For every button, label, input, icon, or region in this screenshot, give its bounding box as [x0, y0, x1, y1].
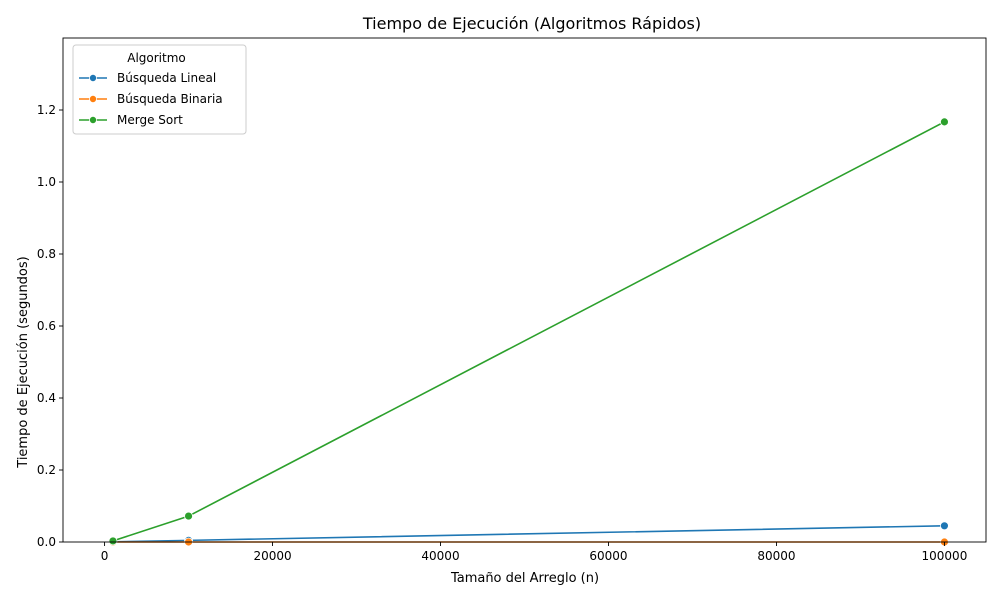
x-tick-label: 20000	[253, 549, 291, 563]
x-tick-label: 0	[101, 549, 109, 563]
y-tick-label: 0.8	[37, 247, 56, 261]
legend-box	[72, 44, 247, 135]
y-tick-label: 0.0	[37, 535, 56, 549]
legend-label: Merge Sort	[117, 113, 183, 127]
axes: 0 20000 40000 60000 80000 100000 0.0 0.2 0.4 0.6 0…	[37, 37, 987, 563]
y-tick-label: 0.6	[37, 319, 56, 333]
data-point	[108, 536, 118, 546]
data-point	[940, 521, 949, 531]
legend-label: Búsqueda Binaria	[117, 92, 223, 106]
x-tick-label: 40000	[421, 549, 459, 563]
data-point	[184, 511, 193, 521]
legend-swatch-marker	[89, 95, 98, 104]
axes-frame	[62, 37, 987, 543]
legend-swatch-marker	[89, 116, 98, 125]
legend-title: Algoritmo	[127, 51, 186, 65]
y-tick-label: 1.0	[37, 175, 56, 189]
x-tick-label: 60000	[589, 549, 627, 563]
legend-label: Búsqueda Lineal	[117, 71, 216, 85]
y-tick-label: 1.2	[37, 103, 56, 117]
legend: Algoritmo Búsqueda Lineal Búsqueda Binaria…	[72, 44, 247, 135]
y-axis-label: Tiempo de Ejecución (segundos)	[16, 256, 31, 468]
x-axis-label: Tamaño del Arreglo (n)	[450, 571, 599, 586]
y-tick-label: 0.2	[37, 463, 56, 477]
x-tick-label: 100000	[922, 549, 968, 563]
x-tick-label: 80000	[757, 549, 795, 563]
y-tick-label: 0.4	[37, 391, 56, 405]
chart-title: Tiempo de Ejecución (Algoritmos Rápidos)	[362, 14, 701, 33]
data-point	[940, 117, 949, 127]
legend-swatch-marker	[89, 74, 98, 83]
